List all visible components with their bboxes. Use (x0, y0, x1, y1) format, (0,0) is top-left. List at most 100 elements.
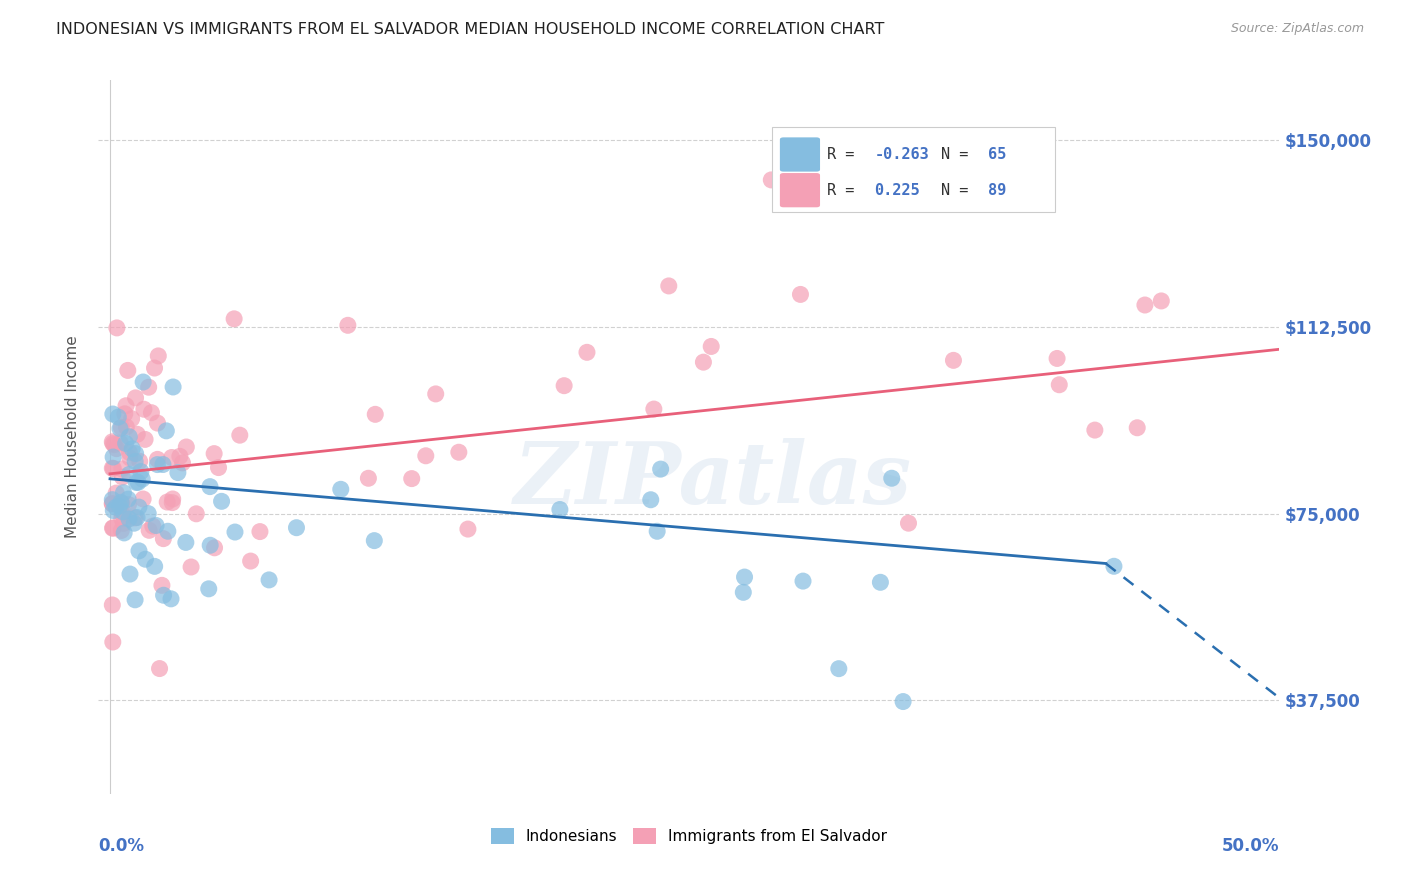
Point (257, 573, 280, 587)
Point (138, 380, 160, 394)
Point (792, 574, 814, 588)
Point (176, 440, 198, 454)
Point (117, 363, 139, 377)
Point (111, 496, 134, 510)
FancyBboxPatch shape (780, 173, 820, 207)
Point (101, 521, 124, 535)
Point (105, 442, 128, 456)
Point (124, 446, 146, 460)
Point (447, 445, 470, 459)
Point (1126, 421, 1149, 435)
Point (152, 588, 174, 602)
Point (761, 173, 783, 187)
Point (880, 471, 903, 485)
Point (172, 456, 194, 470)
Point (127, 427, 149, 442)
Point (115, 399, 138, 413)
Text: N =: N = (941, 147, 977, 162)
Point (114, 407, 136, 421)
Point (105, 321, 128, 335)
Point (897, 516, 920, 531)
Point (143, 361, 166, 376)
Point (204, 541, 226, 555)
Point (132, 491, 155, 506)
Point (160, 591, 183, 606)
Point (111, 470, 134, 484)
Text: 50.0%: 50.0% (1222, 837, 1279, 855)
Point (162, 491, 184, 506)
Point (128, 454, 150, 468)
Point (118, 512, 141, 526)
Point (152, 458, 174, 472)
Point (110, 436, 132, 450)
Point (110, 495, 132, 509)
Point (152, 532, 174, 546)
Y-axis label: Median Household Income: Median Household Income (65, 335, 80, 539)
Point (101, 635, 124, 649)
FancyBboxPatch shape (772, 127, 1054, 212)
Point (207, 460, 229, 475)
Text: 0.225: 0.225 (875, 183, 920, 198)
Point (125, 510, 148, 524)
Point (211, 494, 233, 508)
Point (734, 570, 756, 584)
Point (645, 524, 668, 539)
Point (364, 408, 387, 422)
Point (110, 420, 132, 434)
Point (101, 497, 124, 511)
Point (285, 521, 308, 535)
FancyBboxPatch shape (780, 137, 820, 171)
Point (198, 538, 221, 552)
Point (249, 524, 271, 539)
Point (363, 533, 385, 548)
Point (1084, 423, 1107, 437)
Point (103, 503, 125, 517)
Point (329, 483, 352, 497)
Point (142, 519, 165, 533)
Point (640, 492, 662, 507)
Point (124, 454, 146, 468)
Point (115, 420, 138, 434)
Point (143, 559, 166, 574)
Point (118, 467, 141, 482)
Point (110, 524, 132, 538)
Text: ZIPatlas: ZIPatlas (513, 438, 911, 522)
Point (150, 578, 173, 592)
Point (128, 500, 150, 515)
Point (197, 582, 219, 596)
Point (107, 410, 129, 425)
Point (112, 485, 135, 500)
Point (138, 524, 160, 538)
Point (1150, 293, 1173, 308)
Point (111, 511, 134, 525)
Point (112, 525, 135, 540)
Point (643, 402, 665, 417)
Point (134, 433, 156, 447)
Point (101, 436, 124, 450)
Text: R =: R = (827, 183, 873, 198)
Point (869, 575, 891, 590)
Point (145, 518, 167, 533)
Point (198, 480, 221, 494)
Point (118, 430, 141, 444)
Point (174, 535, 197, 549)
Point (160, 450, 183, 465)
Text: N =: N = (941, 183, 977, 198)
Point (224, 524, 246, 539)
Point (108, 421, 131, 435)
Point (146, 452, 169, 467)
Point (124, 511, 146, 525)
Point (148, 349, 170, 363)
Point (122, 516, 145, 531)
Point (155, 424, 177, 438)
Point (186, 507, 208, 521)
Point (131, 472, 153, 486)
Point (104, 500, 127, 515)
Point (828, 662, 851, 676)
Point (1047, 377, 1070, 392)
Point (111, 462, 134, 476)
Point (789, 287, 811, 301)
Point (692, 355, 714, 369)
Legend: Indonesians, Immigrants from El Salvador: Indonesians, Immigrants from El Salvador (485, 822, 893, 850)
Point (121, 411, 143, 425)
